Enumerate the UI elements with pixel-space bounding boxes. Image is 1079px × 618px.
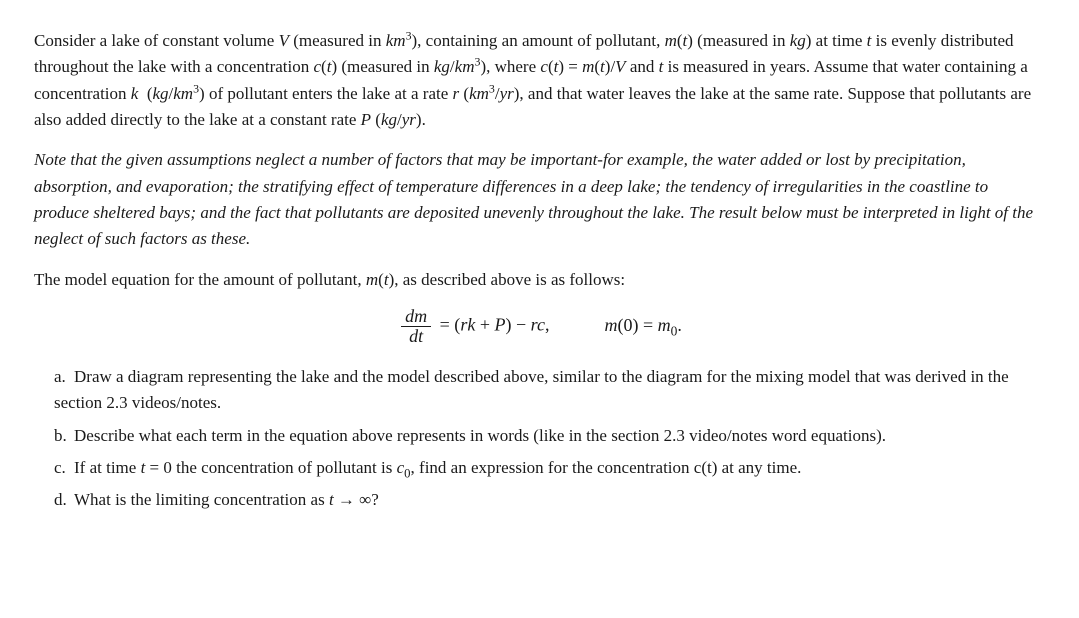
- model-equation: dm dt = (rk + P) − rc, m(0) = m0.: [34, 307, 1045, 346]
- problem-statement-paragraph-1: Consider a lake of constant volume V (me…: [34, 28, 1045, 133]
- question-label-a: a.: [54, 364, 74, 390]
- question-label-b: b.: [54, 423, 74, 449]
- model-equation-intro: The model equation for the amount of pol…: [34, 267, 1045, 293]
- question-label-c: c.: [54, 455, 74, 481]
- problem-note-paragraph: Note that the given assumptions neglect …: [34, 147, 1045, 252]
- question-d: d.What is the limiting concentration as …: [54, 487, 1045, 513]
- question-b: b.Describe what each term in the equatio…: [54, 423, 1045, 449]
- eq-frac-num: dm: [405, 306, 427, 326]
- eq-rhs-1: = (rk + P) − rc,: [440, 315, 554, 335]
- question-a: a.Draw a diagram representing the lake a…: [54, 364, 1045, 417]
- question-list: a.Draw a diagram representing the lake a…: [34, 364, 1045, 514]
- eq-rhs-2: m(0) = m0.: [604, 315, 681, 335]
- question-label-d: d.: [54, 487, 74, 513]
- question-c: c.If at time t = 0 the concentration of …: [54, 455, 1045, 481]
- eq-frac-den: dt: [409, 326, 423, 346]
